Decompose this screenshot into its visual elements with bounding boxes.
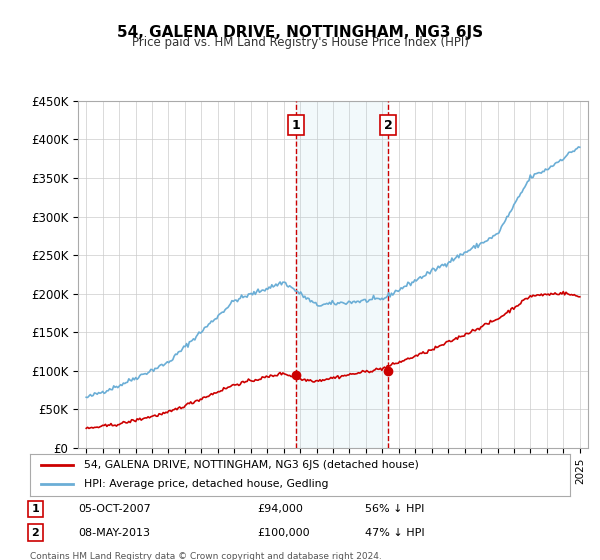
Text: £100,000: £100,000 [257, 528, 310, 538]
Text: 2: 2 [384, 119, 392, 132]
Text: 47% ↓ HPI: 47% ↓ HPI [365, 528, 424, 538]
Bar [296, 101, 388, 448]
Text: Contains HM Land Registry data © Crown copyright and database right 2024.
This d: Contains HM Land Registry data © Crown c… [30, 552, 382, 560]
Text: HPI: Average price, detached house, Gedling: HPI: Average price, detached house, Gedl… [84, 479, 329, 489]
Text: 1: 1 [292, 119, 301, 132]
Text: 1: 1 [32, 504, 39, 514]
Text: 54, GALENA DRIVE, NOTTINGHAM, NG3 6JS: 54, GALENA DRIVE, NOTTINGHAM, NG3 6JS [117, 25, 483, 40]
Text: Price paid vs. HM Land Registry's House Price Index (HPI): Price paid vs. HM Land Registry's House … [131, 36, 469, 49]
Text: 08-MAY-2013: 08-MAY-2013 [79, 528, 151, 538]
Text: 56% ↓ HPI: 56% ↓ HPI [365, 504, 424, 514]
Text: 2: 2 [32, 528, 39, 538]
Text: 54, GALENA DRIVE, NOTTINGHAM, NG3 6JS (detached house): 54, GALENA DRIVE, NOTTINGHAM, NG3 6JS (d… [84, 460, 419, 470]
Text: £94,000: £94,000 [257, 504, 302, 514]
Text: 05-OCT-2007: 05-OCT-2007 [79, 504, 151, 514]
